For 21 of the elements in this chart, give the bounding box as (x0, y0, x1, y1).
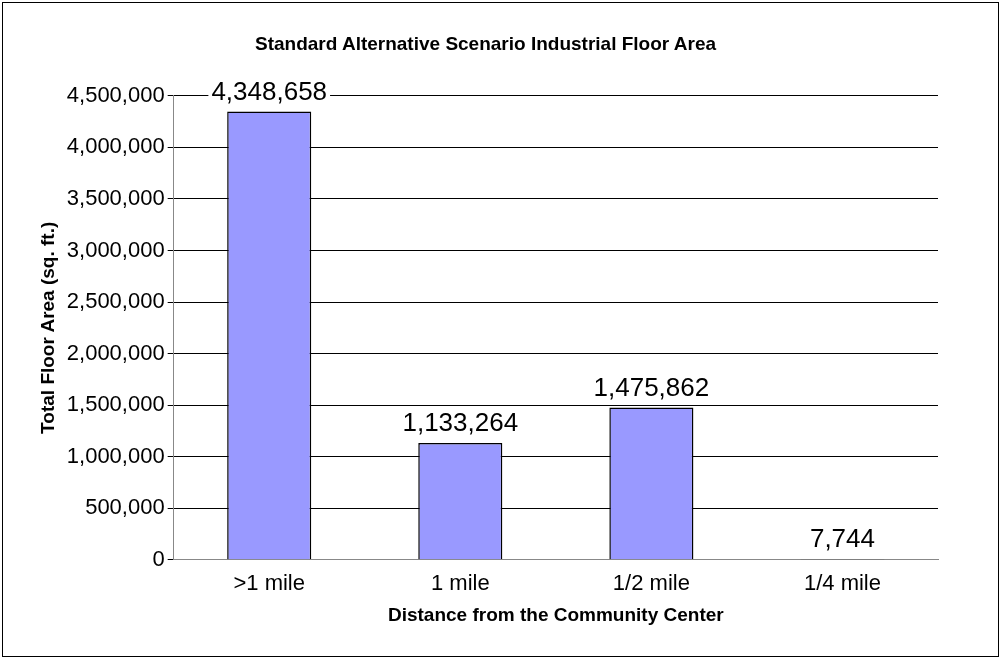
y-tick-label: 4,500,000 (66, 81, 165, 107)
y-tick-label: 1,500,000 (66, 391, 165, 417)
y-tick-label: 4,000,000 (66, 133, 165, 159)
x-tick-label: 1/4 mile (803, 570, 881, 596)
chart-title: Standard Alternative Scenario Industrial Floor Area (254, 32, 717, 54)
y-tick-label: 3,000,000 (66, 236, 165, 262)
x-tick-label: 1 mile (430, 570, 490, 596)
data-label: 7,744 (809, 523, 875, 554)
y-tick-label: 1,000,000 (66, 442, 165, 468)
x-tick-label: 1/2 mile (612, 570, 690, 596)
y-tick-label: 3,500,000 (66, 184, 165, 210)
y-axis-title: Total Floor Area (sq. ft.) (36, 221, 58, 434)
data-label: 1,133,264 (402, 407, 519, 438)
data-label: 4,348,658 (211, 75, 328, 106)
x-axis-title: Distance from the Community Center (387, 603, 725, 625)
data-label: 1,475,862 (593, 371, 710, 402)
y-tick-label: 2,000,000 (66, 339, 165, 365)
y-tick-label: 0 (152, 545, 165, 571)
x-tick-label: >1 mile (233, 570, 305, 596)
y-tick-label: 500,000 (85, 494, 165, 520)
y-tick-label: 2,500,000 (66, 288, 165, 314)
